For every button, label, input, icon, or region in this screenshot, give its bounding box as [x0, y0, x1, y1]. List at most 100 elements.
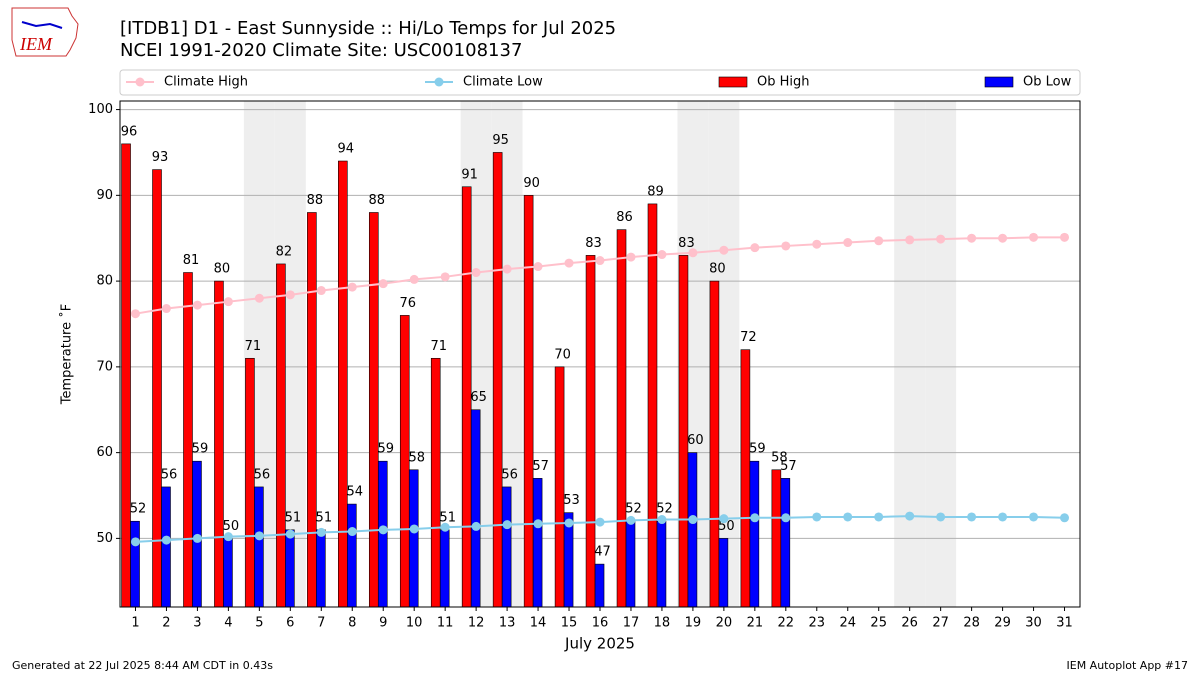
line-marker [843, 512, 853, 522]
line-marker [316, 286, 326, 296]
line-marker [998, 512, 1008, 522]
legend-label: Ob High [757, 75, 810, 90]
legend-frame [119, 69, 1081, 96]
line-marker [781, 241, 791, 251]
data-label: 56 [501, 467, 518, 482]
bar [625, 520, 636, 608]
line-marker [254, 531, 264, 541]
x-tick-label: 31 [1056, 616, 1073, 631]
y-tick-label: 60 [96, 445, 113, 460]
legend-label: Climate High [164, 75, 248, 90]
data-label: 83 [585, 236, 602, 251]
line-marker [409, 274, 419, 284]
line-marker [657, 250, 667, 260]
bar [492, 152, 503, 608]
bar [656, 520, 667, 608]
line-marker [967, 512, 977, 522]
data-label: 60 [687, 433, 704, 448]
bar [687, 452, 698, 608]
bar [347, 503, 357, 608]
line-marker [812, 239, 822, 249]
line-marker [440, 522, 450, 532]
footer-left: Generated at 22 Jul 2025 8:44 AM CDT in … [12, 659, 273, 672]
legend-marker [135, 77, 145, 87]
bar [523, 195, 534, 608]
legend-label: Climate Low [463, 75, 543, 90]
data-label: 57 [780, 459, 797, 474]
line-marker [440, 272, 450, 282]
x-tick-label: 3 [193, 616, 201, 631]
bar [276, 263, 286, 608]
line-marker [347, 527, 357, 537]
bar [245, 357, 255, 608]
line-marker [1060, 232, 1070, 242]
logo-outline [11, 7, 79, 57]
line-marker [471, 268, 481, 278]
line-marker [564, 258, 574, 268]
line-marker [502, 264, 512, 274]
line-marker [843, 238, 853, 248]
bar [501, 486, 512, 608]
y-tick-label: 80 [96, 274, 113, 289]
line-marker [688, 248, 698, 258]
x-tick-label: 29 [994, 616, 1011, 631]
line-marker [874, 512, 884, 522]
line-marker [595, 517, 605, 527]
line-marker [285, 529, 295, 539]
data-label: 81 [183, 253, 200, 268]
line-marker [285, 290, 295, 300]
bar [678, 255, 689, 608]
plot-frame [119, 100, 1081, 608]
bar [223, 538, 233, 608]
line-marker [657, 515, 667, 525]
bar [183, 272, 193, 608]
bar [554, 366, 565, 608]
y-tick-label: 50 [96, 531, 113, 546]
bar [709, 280, 720, 608]
bar [408, 469, 419, 608]
logo-icon [21, 21, 63, 29]
legend-swatch [984, 76, 1014, 88]
data-label: 57 [532, 459, 549, 474]
bar [430, 357, 441, 608]
data-label: 88 [369, 193, 386, 208]
x-tick-label: 25 [870, 616, 887, 631]
bar [647, 203, 658, 608]
footer-right: IEM Autoplot App #17 [1067, 659, 1189, 672]
x-tick-label: 27 [932, 616, 949, 631]
line-marker [471, 521, 481, 531]
data-label: 56 [161, 467, 178, 482]
line-marker [595, 256, 605, 266]
weekend-shade [894, 101, 926, 607]
line-marker [254, 293, 264, 303]
bar [749, 460, 760, 608]
data-label: 90 [523, 176, 540, 191]
data-label: 58 [408, 450, 425, 465]
data-label: 52 [625, 502, 642, 517]
x-tick-label: 6 [286, 616, 294, 631]
line-marker [316, 527, 326, 537]
data-label: 86 [616, 210, 633, 225]
data-label: 76 [399, 296, 416, 311]
y-axis-label: Temperature ˚F [59, 304, 75, 405]
line-marker [998, 233, 1008, 243]
x-tick-label: 9 [379, 616, 387, 631]
data-label: 51 [285, 510, 302, 525]
line-marker [812, 512, 822, 522]
x-tick-label: 2 [162, 616, 170, 631]
x-tick-label: 19 [685, 616, 702, 631]
legend-label: Ob Low [1023, 75, 1072, 90]
data-label: 51 [439, 510, 456, 525]
line-marker [1060, 513, 1070, 523]
line-marker [223, 532, 233, 542]
data-label: 80 [709, 262, 726, 277]
data-label: 91 [461, 167, 478, 182]
line-marker [130, 537, 140, 547]
line-marker [626, 252, 636, 262]
data-label: 70 [554, 347, 571, 362]
bar [214, 280, 224, 608]
line-marker [192, 300, 202, 310]
y-tick-label: 70 [96, 359, 113, 374]
line-marker [781, 513, 791, 523]
line-marker [1029, 232, 1039, 242]
